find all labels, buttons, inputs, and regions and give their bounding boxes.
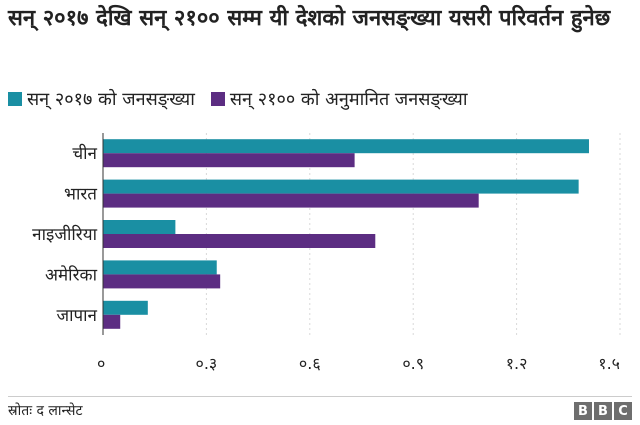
chart-legend: सन् २०१७ को जनसङ्ख्या सन् २१०० को अनुमान… xyxy=(8,84,484,114)
category-label-3: अमेरिका xyxy=(45,264,98,285)
legend-item-2017: सन् २०१७ को जनसङ्ख्या xyxy=(8,87,195,111)
source-note: स्रोतः द लान्सेट xyxy=(8,403,83,419)
chart-title: सन् २०१७ देखि सन् २१०० सम्म यी देशको जनस… xyxy=(8,6,611,31)
legend-label-2017: सन् २०१७ को जनसङ्ख्या xyxy=(27,89,195,110)
bbc-logo-letter-c: C xyxy=(614,402,632,420)
bar-2017-1 xyxy=(103,179,579,194)
category-label-1: भारत xyxy=(64,185,97,205)
footer-divider xyxy=(8,396,632,397)
bar-2100-2 xyxy=(103,234,376,248)
x-tick-label-2: ०.६ xyxy=(299,354,321,373)
category-label-2: नाइजीरिया xyxy=(32,224,97,245)
legend-label-2100: सन् २१०० को अनुमानित जनसङ्ख्या xyxy=(229,89,468,110)
legend-swatch-2017 xyxy=(8,92,22,106)
bbc-logo: B B C xyxy=(574,402,632,420)
bar-2100-3 xyxy=(103,274,221,289)
legend-swatch-2100 xyxy=(210,92,225,106)
bbc-logo-letter-b2: B xyxy=(594,402,612,420)
x-tick-label-3: ०.९ xyxy=(402,354,424,373)
bar-2100-1 xyxy=(103,193,479,208)
x-tick-label-1: ०.३ xyxy=(196,354,218,373)
bar-chart: चीन भारत नाइजीरिया अमेरिका जापान ० ०.३ ०.६ ०.९ १.… xyxy=(32,133,621,373)
bar-2100-0 xyxy=(103,153,355,168)
legend-item-2100: सन् २१०० को अनुमानित जनसङ्ख्या xyxy=(210,87,468,111)
bar-2017-0 xyxy=(103,139,589,154)
bbc-logo-letter-b1: B xyxy=(574,402,592,420)
x-tick-label-0: ० xyxy=(97,354,105,373)
bar-2017-2 xyxy=(103,220,176,234)
bar-2100-4 xyxy=(103,314,121,329)
bar-2017-3 xyxy=(103,260,217,275)
x-tick-label-5: १.५ xyxy=(598,354,620,373)
x-tick-label-4: १.२ xyxy=(506,354,528,373)
category-label-0: चीन xyxy=(72,143,97,164)
category-label-4: जापान xyxy=(56,306,97,326)
bar-2017-4 xyxy=(103,300,148,315)
